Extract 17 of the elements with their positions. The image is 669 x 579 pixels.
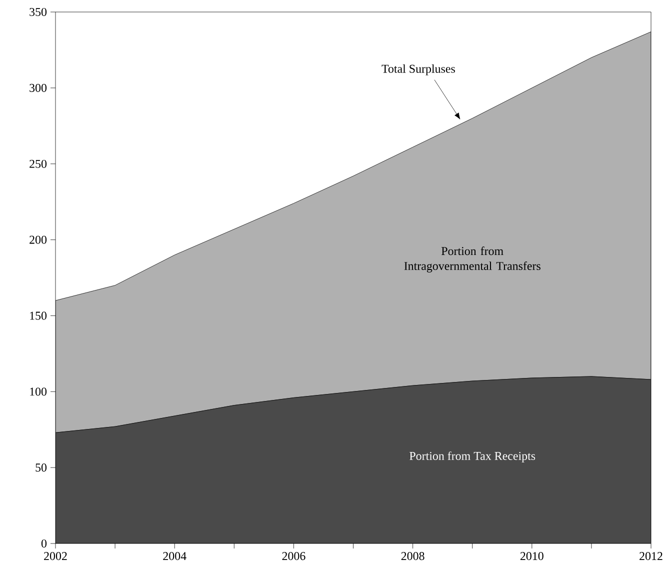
y-tick-label: 300 [30,84,47,92]
annotation: Total Surpluses [382,64,455,76]
x-tick-label: 2006 [282,552,306,560]
y-tick-label: 250 [30,160,47,168]
x-tick-label: 2004 [163,552,186,560]
y-tick-label: 100 [30,388,47,396]
y-tick-label: 0 [41,539,47,548]
series-label: Portion from Intragovernmental Transfers [404,246,540,272]
x-tick-label: 2008 [401,552,424,560]
x-tick-label: 2012 [640,552,662,560]
y-tick-label: 200 [30,236,47,244]
x-tick-label: 2002 [44,552,67,560]
x-tick-label: 2010 [520,552,544,560]
y-tick-label: 150 [30,312,47,320]
y-tick-label: 50 [36,464,47,472]
y-tick-label: 350 [30,8,47,16]
series-label: Portion from Tax Receipts [410,451,536,462]
